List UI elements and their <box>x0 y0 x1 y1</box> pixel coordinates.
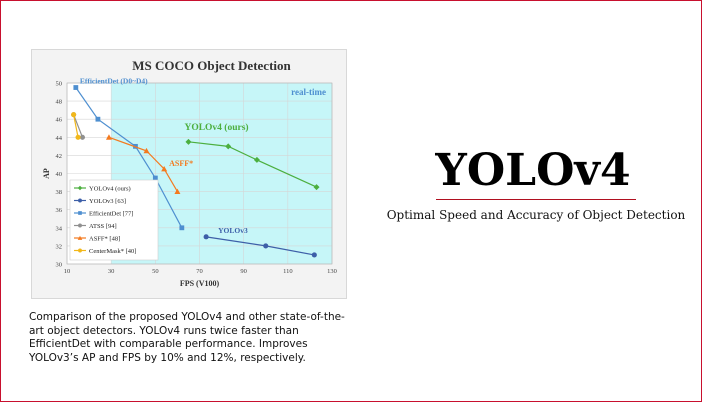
data-point-series-1 <box>263 243 269 249</box>
data-point-series-2 <box>179 225 185 231</box>
legend-item-label: ATSS [94] <box>89 223 117 230</box>
y-tick-label: 46 <box>56 117 63 124</box>
y-tick-label: 42 <box>56 153 63 160</box>
legend-item-label: ASFF* [48] <box>89 235 120 242</box>
data-point-series-4 <box>105 134 112 140</box>
title-block: YOLOv4 Optimal Speed and Accuracy of Obj… <box>381 146 691 223</box>
legend-swatch-marker <box>78 248 82 253</box>
realtime-label: real-time <box>291 87 326 97</box>
y-tick-label: 44 <box>56 135 63 142</box>
y-tick-label: 40 <box>56 171 63 178</box>
data-point-series-1 <box>311 252 317 258</box>
data-point-series-4 <box>161 165 168 172</box>
legend-item-label: EfficientDet [77] <box>89 210 133 217</box>
data-point-series-5 <box>71 112 77 118</box>
annotation-label: ASFF* <box>169 159 193 168</box>
data-point-series-4 <box>174 188 181 194</box>
data-point-series-0 <box>225 143 232 150</box>
y-axis-label: AP <box>42 168 51 179</box>
data-point-series-0 <box>185 138 192 145</box>
data-point-series-0 <box>313 184 320 191</box>
legend-swatch-marker <box>78 198 82 203</box>
y-tick-label: 32 <box>56 243 63 250</box>
legend-item-label: CenterMask* [40] <box>89 248 136 255</box>
x-tick-label: 30 <box>108 268 115 275</box>
y-tick-label: 38 <box>56 189 63 196</box>
data-point-series-0 <box>253 156 260 163</box>
series-line-0 <box>188 141 317 188</box>
legend-swatch-marker <box>77 235 83 240</box>
data-point-series-3 <box>79 134 86 140</box>
y-tick-label: 30 <box>56 262 63 269</box>
legend-item-label: YOLOv4 (ours) <box>89 185 131 192</box>
slide-subtitle: Optimal Speed and Accuracy of Object Det… <box>386 208 686 222</box>
chart-svg: MS COCO Object Detection real-time 30 32 34 3… <box>42 58 337 288</box>
series-line-3 <box>73 114 84 138</box>
legend-swatch-marker <box>78 223 82 228</box>
data-point-series-2 <box>152 175 158 181</box>
y-tick-label: 50 <box>56 81 63 88</box>
annotation-label: YOLOv3 <box>218 226 248 235</box>
series-line-5 <box>73 114 79 138</box>
x-tick-label: 10 <box>64 268 71 275</box>
chart-title: MS COCO Object Detection <box>132 58 291 73</box>
x-tick-label: 130 <box>327 268 337 275</box>
annotation-label: YOLOv4 (ours) <box>184 122 248 133</box>
annotation-label: EfficientDet (D0~D4) <box>80 77 148 86</box>
x-tick-label: 90 <box>240 268 247 275</box>
data-point-series-5 <box>75 134 81 140</box>
legend-swatch-marker <box>78 211 82 215</box>
slide-title: YOLOv4 <box>435 145 631 196</box>
y-tick-label: 36 <box>56 207 63 214</box>
x-tick-label: 70 <box>196 268 203 275</box>
data-point-series-1 <box>203 234 209 240</box>
data-point-series-2 <box>95 116 101 122</box>
figure-caption: Comparison of the proposed YOLOv4 and ot… <box>29 311 345 364</box>
x-axis-label: FPS (V100) <box>180 279 220 288</box>
series-line-4 <box>108 136 178 192</box>
y-tick-label: 34 <box>56 225 63 232</box>
legend-item-label: YOLOv3 [63] <box>89 198 126 205</box>
plot-border <box>66 82 333 265</box>
chart-figure: MS COCO Object Detection real-time 30 32 34 3… <box>31 49 347 299</box>
y-tick-label: 48 <box>56 99 63 106</box>
x-tick-label: 50 <box>152 268 159 275</box>
title-divider <box>436 199 636 200</box>
legend-swatch-marker <box>77 185 83 191</box>
legend-box <box>69 179 159 261</box>
data-point-series-4 <box>143 147 150 154</box>
data-point-series-2 <box>73 85 79 90</box>
x-tick-label: 110 <box>283 268 293 275</box>
